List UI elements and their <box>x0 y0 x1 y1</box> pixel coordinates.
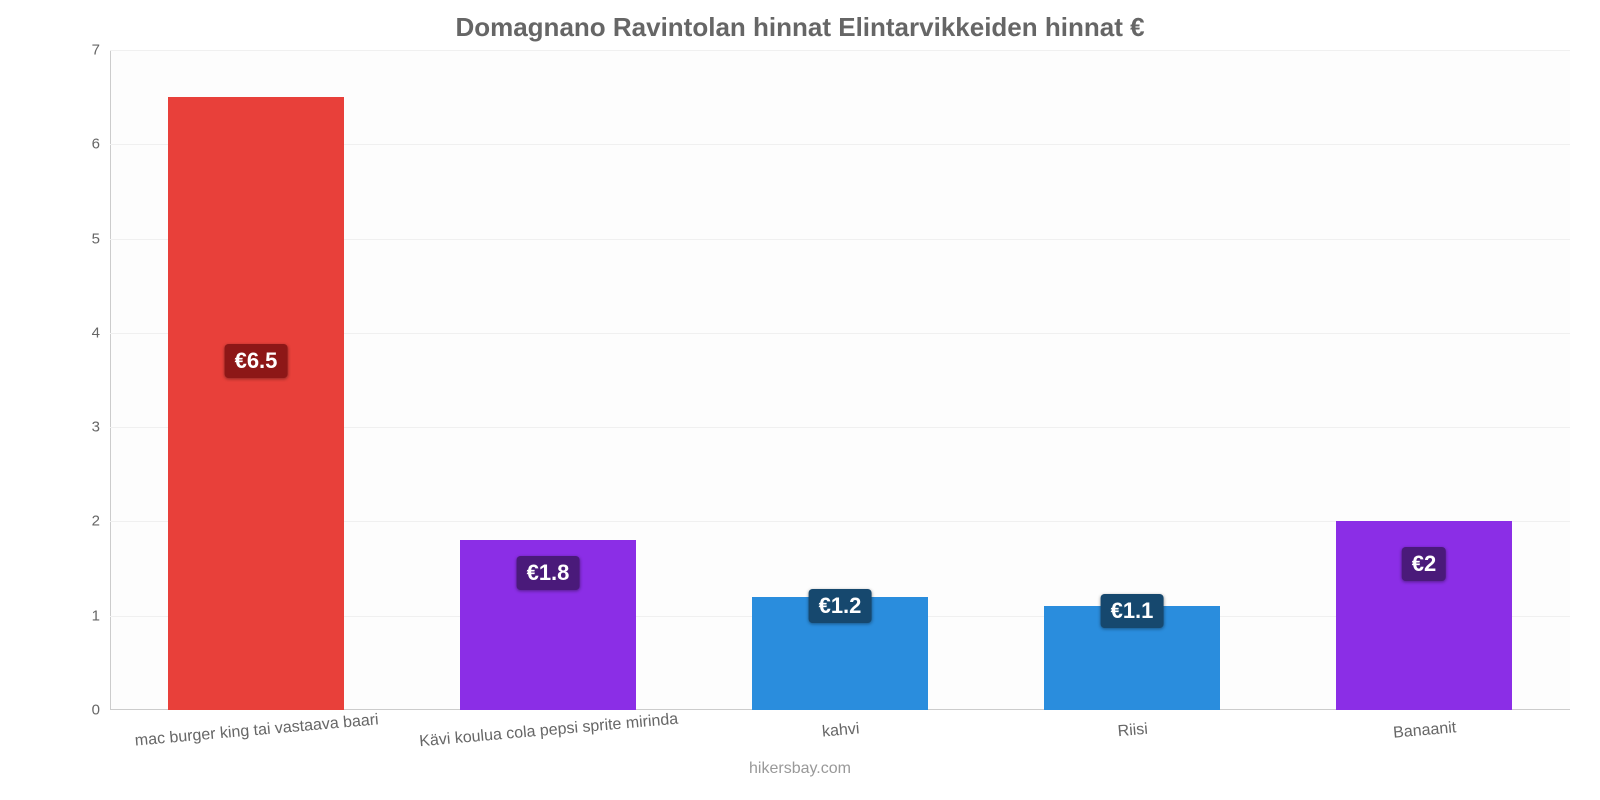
x-tick-label: Riisi <box>1117 721 1149 742</box>
value-badge: €2 <box>1402 547 1446 581</box>
y-tick-label: 6 <box>70 136 100 153</box>
value-badge: €1.1 <box>1101 594 1164 628</box>
y-tick-label: 0 <box>70 702 100 719</box>
y-axis-line <box>110 50 111 710</box>
value-badge: €6.5 <box>225 344 288 378</box>
x-tick-label: Kävi koulua cola pepsi sprite mirinda <box>419 711 679 752</box>
x-tick-label: mac burger king tai vastaava baari <box>134 711 379 750</box>
price-bar-chart: Domagnano Ravintolan hinnat Elintarvikke… <box>0 0 1600 800</box>
chart-credit: hikersbay.com <box>749 760 851 778</box>
y-tick-label: 7 <box>70 42 100 59</box>
y-tick-label: 2 <box>70 513 100 530</box>
y-tick-label: 1 <box>70 607 100 624</box>
x-tick-label: Banaanit <box>1393 719 1458 742</box>
y-tick-label: 5 <box>70 230 100 247</box>
y-tick-label: 3 <box>70 419 100 436</box>
value-badge: €1.2 <box>809 589 872 623</box>
plot-area: 01234567€6.5mac burger king tai vastaava… <box>110 50 1570 710</box>
bar <box>168 97 343 710</box>
value-badge: €1.8 <box>517 556 580 590</box>
grid-line <box>110 50 1570 51</box>
chart-title: Domagnano Ravintolan hinnat Elintarvikke… <box>0 0 1600 43</box>
x-tick-label: kahvi <box>821 720 860 741</box>
y-tick-label: 4 <box>70 324 100 341</box>
